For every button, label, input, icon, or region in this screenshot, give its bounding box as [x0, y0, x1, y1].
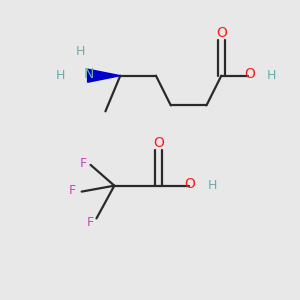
Text: H: H — [56, 69, 65, 82]
Text: O: O — [185, 177, 196, 191]
Text: O: O — [216, 26, 227, 40]
Text: F: F — [69, 184, 76, 196]
Text: F: F — [80, 157, 87, 170]
Polygon shape — [88, 69, 120, 82]
Text: O: O — [244, 67, 255, 81]
Text: H: H — [208, 179, 217, 192]
Text: N: N — [84, 67, 94, 81]
Text: H: H — [267, 69, 277, 82]
Text: H: H — [76, 45, 85, 58]
Text: O: O — [154, 136, 164, 150]
Text: F: F — [87, 216, 94, 229]
